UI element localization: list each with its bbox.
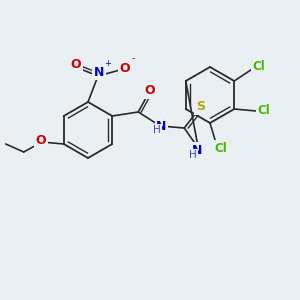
Text: O: O	[71, 58, 81, 71]
Text: O: O	[35, 134, 46, 148]
Text: +: +	[104, 59, 111, 68]
Text: -: -	[132, 53, 136, 63]
Text: H: H	[189, 150, 197, 160]
Text: O: O	[120, 61, 130, 74]
Text: Cl: Cl	[253, 61, 266, 74]
Text: N: N	[156, 119, 166, 133]
Text: S: S	[196, 100, 205, 113]
Text: Cl: Cl	[258, 104, 271, 118]
Text: N: N	[94, 65, 104, 79]
Text: Cl: Cl	[214, 142, 227, 154]
Text: O: O	[144, 85, 154, 98]
Text: H: H	[153, 125, 161, 135]
Text: N: N	[192, 143, 202, 157]
